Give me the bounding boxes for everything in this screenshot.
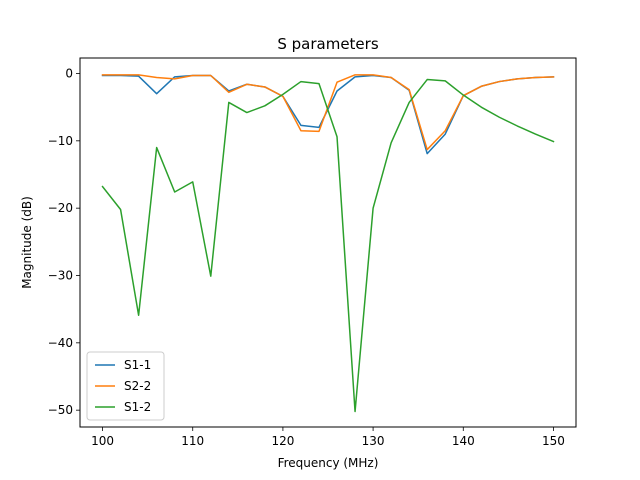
legend: S1-1 S2-2 S1-2 bbox=[86, 351, 165, 421]
y-tick-label: −20 bbox=[48, 201, 73, 215]
y-tick-label: −40 bbox=[48, 336, 73, 350]
series-line-s2-2 bbox=[101, 74, 555, 151]
plot-lines bbox=[101, 74, 555, 413]
legend-label-s2-2: S2-2 bbox=[124, 379, 151, 393]
y-axis-label: Magnitude (dB) bbox=[20, 196, 34, 289]
y-tick-label: −50 bbox=[48, 403, 73, 417]
x-tick-label: 140 bbox=[452, 434, 475, 448]
series-line-s1-2 bbox=[101, 78, 555, 413]
y-axis-ticks: 0 −10 −20 −30 −40 −50 bbox=[48, 66, 80, 417]
legend-label-s1-2: S1-2 bbox=[124, 400, 151, 414]
legend-box bbox=[86, 351, 165, 421]
axes-frame bbox=[79, 57, 577, 428]
x-tick-label: 110 bbox=[181, 434, 204, 448]
x-tick-label: 130 bbox=[362, 434, 385, 448]
y-tick-label: −10 bbox=[48, 134, 73, 148]
x-axis-ticks: 100 110 120 130 140 150 bbox=[91, 427, 565, 448]
chart-title: S parameters bbox=[277, 35, 378, 53]
legend-label-s1-1: S1-1 bbox=[124, 358, 151, 372]
x-tick-label: 120 bbox=[271, 434, 294, 448]
x-tick-label: 100 bbox=[91, 434, 114, 448]
x-axis-label: Frequency (MHz) bbox=[278, 456, 379, 470]
y-tick-label: 0 bbox=[65, 66, 73, 80]
series-line-s1-1 bbox=[101, 74, 555, 155]
x-tick-label: 150 bbox=[542, 434, 565, 448]
y-tick-label: −30 bbox=[48, 268, 73, 282]
